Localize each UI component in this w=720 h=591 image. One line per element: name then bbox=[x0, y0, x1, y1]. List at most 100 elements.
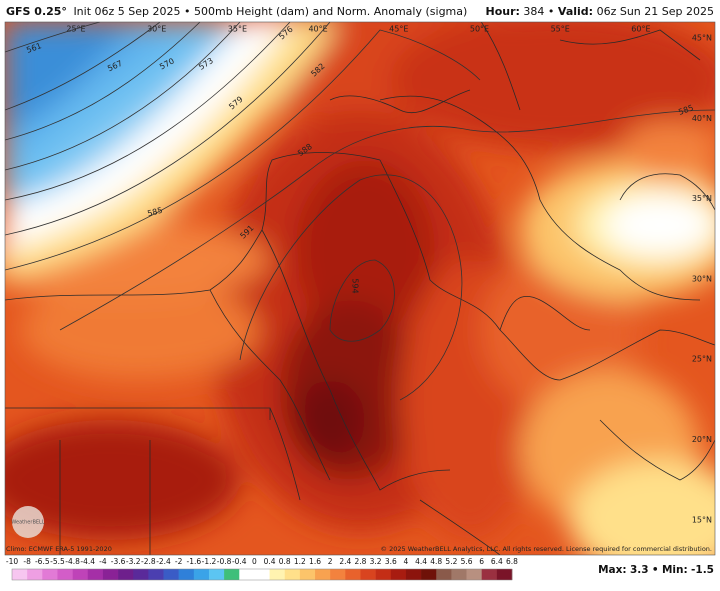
colorbar-swatch bbox=[148, 569, 164, 580]
map-frame bbox=[4, 21, 716, 556]
colorbar-swatch bbox=[421, 569, 437, 580]
height-contours bbox=[5, 22, 715, 401]
min-label: Min: bbox=[662, 564, 688, 576]
colorbar-label: 2 bbox=[328, 557, 333, 566]
colorbar-swatch bbox=[466, 569, 482, 580]
colorbar-label: 0 bbox=[252, 557, 257, 566]
colorbar-label: 1.6 bbox=[309, 557, 321, 566]
colorbar-label: -5.5 bbox=[50, 557, 65, 566]
climo: Climo: ECMWF ERA-5 1991-2020 bbox=[6, 545, 112, 553]
max-min: Max: 3.3 • Min: -1.5 bbox=[598, 564, 714, 576]
longitude-label: 40°E bbox=[308, 25, 327, 34]
hour-label: Hour: bbox=[486, 5, 520, 18]
colorbar-label: 3.6 bbox=[385, 557, 397, 566]
logo-badge bbox=[12, 506, 44, 538]
colorbar-swatch bbox=[360, 569, 376, 580]
colorbar-label: 0.4 bbox=[264, 557, 276, 566]
max-label: Max: bbox=[598, 564, 627, 576]
copyright: © 2025 WeatherBELL Analytics, LLC. All r… bbox=[381, 545, 712, 553]
colorbar-swatch bbox=[102, 569, 119, 580]
max: 3.3 bbox=[630, 564, 649, 576]
longitude-label: 35°E bbox=[228, 25, 247, 34]
latitude-label: 25°N bbox=[692, 355, 712, 364]
colorbar-label: -1.2 bbox=[202, 557, 217, 566]
colorbar-swatch bbox=[436, 569, 452, 580]
colorbar-label: 6.4 bbox=[491, 557, 503, 566]
colorbar-label: -2 bbox=[175, 557, 183, 566]
colorbar-label: 6 bbox=[479, 557, 484, 566]
latitude-label: 35°N bbox=[692, 194, 712, 203]
colorbar-swatch bbox=[118, 569, 134, 580]
colorbar-swatch bbox=[178, 569, 195, 580]
colorbar-label: -10 bbox=[6, 557, 18, 566]
longitude-label: 60°E bbox=[631, 25, 650, 34]
latitude-label: 30°N bbox=[692, 274, 712, 283]
latitude-label: 15°N bbox=[692, 515, 712, 524]
colorbar-label: -1.6 bbox=[186, 557, 201, 566]
colorbar-label: 1.2 bbox=[294, 557, 306, 566]
colorbar-swatch bbox=[42, 569, 58, 580]
colorbar-swatch bbox=[315, 569, 331, 580]
colorbar-label: 5.6 bbox=[461, 557, 473, 566]
colorbar-label: 4 bbox=[404, 557, 409, 566]
colorbar-label: 4.8 bbox=[430, 557, 442, 566]
header-right: Hour: 384 • Valid: 06z Sun 21 Sep 2025 bbox=[486, 5, 715, 18]
colorbar-label: -0.8 bbox=[217, 557, 232, 566]
longitude-label: 50°E bbox=[470, 25, 489, 34]
borders bbox=[5, 22, 715, 555]
separator: • bbox=[652, 564, 659, 576]
colorbar-swatch bbox=[269, 569, 286, 580]
colorbar-swatch bbox=[345, 569, 361, 580]
colorbar-label: 3.2 bbox=[370, 557, 382, 566]
graticule-labels: 25°E 30°E 35°E 40°E 45°E 50°E 55°E 60°E 45°N 40°N… bbox=[66, 25, 712, 525]
colorbar-swatch bbox=[451, 569, 467, 580]
contour-label: 594 bbox=[351, 278, 360, 293]
colorbar-swatch bbox=[481, 569, 498, 580]
model: GFS 0.25° bbox=[6, 5, 67, 18]
latitude-label: 45°N bbox=[692, 34, 712, 43]
colorbar-swatch bbox=[57, 569, 73, 580]
min: -1.5 bbox=[691, 564, 714, 576]
colorbar-swatch bbox=[284, 569, 301, 580]
colorbar-swatch bbox=[254, 569, 270, 580]
latitude-label: 40°N bbox=[692, 114, 712, 123]
longitude-label: 45°E bbox=[389, 25, 408, 34]
contour-label: 585 bbox=[146, 206, 163, 219]
valid: 06z Sun 21 Sep 2025 bbox=[597, 5, 714, 18]
colorbar: -10 -8 -6.5 -5.5 -4.8 -4.4 -4 -3.6 -3.2 -2.8 -2.4-… bbox=[6, 557, 518, 581]
colorbar-label: 2.8 bbox=[355, 557, 367, 566]
hour: 384 bbox=[523, 5, 544, 18]
description: Init 06z 5 Sep 2025 • 500mb Height (dam)… bbox=[73, 5, 467, 18]
colorbar-swatch bbox=[375, 569, 392, 580]
colorbar-swatch bbox=[87, 569, 104, 580]
colorbar-swatch bbox=[163, 569, 179, 580]
colorbar-label: 6.8 bbox=[506, 557, 518, 566]
colorbar-swatch bbox=[12, 569, 28, 580]
colorbar-label: -8 bbox=[23, 557, 31, 566]
colorbar-label: -4 bbox=[99, 557, 107, 566]
colorbar-label: -2.4 bbox=[156, 557, 171, 566]
colorbar-label: -6.5 bbox=[35, 557, 50, 566]
colorbar-swatch bbox=[27, 569, 43, 580]
colorbar-swatch bbox=[405, 569, 422, 580]
colorbar-frame bbox=[11, 568, 513, 581]
colorbar-label: -0.4 bbox=[232, 557, 247, 566]
colorbar-swatch bbox=[224, 569, 240, 580]
colorbar-label: -3.2 bbox=[126, 557, 141, 566]
colorbar-swatch bbox=[208, 569, 225, 580]
colorbar-label: 2.4 bbox=[339, 557, 351, 566]
colorbar-swatch bbox=[193, 569, 210, 580]
colorbar-label: 0.8 bbox=[279, 557, 291, 566]
colorbar-label: 4.4 bbox=[415, 557, 427, 566]
colorbar-swatch bbox=[496, 569, 513, 580]
logo-text: WeatherBELL bbox=[11, 520, 44, 526]
latitude-label: 20°N bbox=[692, 435, 712, 444]
colorbar-swatch bbox=[239, 569, 255, 580]
separator: • bbox=[548, 5, 555, 18]
colorbar-swatch bbox=[299, 569, 316, 580]
colorbar-swatch bbox=[330, 569, 346, 580]
colorbar-swatch bbox=[72, 569, 89, 580]
